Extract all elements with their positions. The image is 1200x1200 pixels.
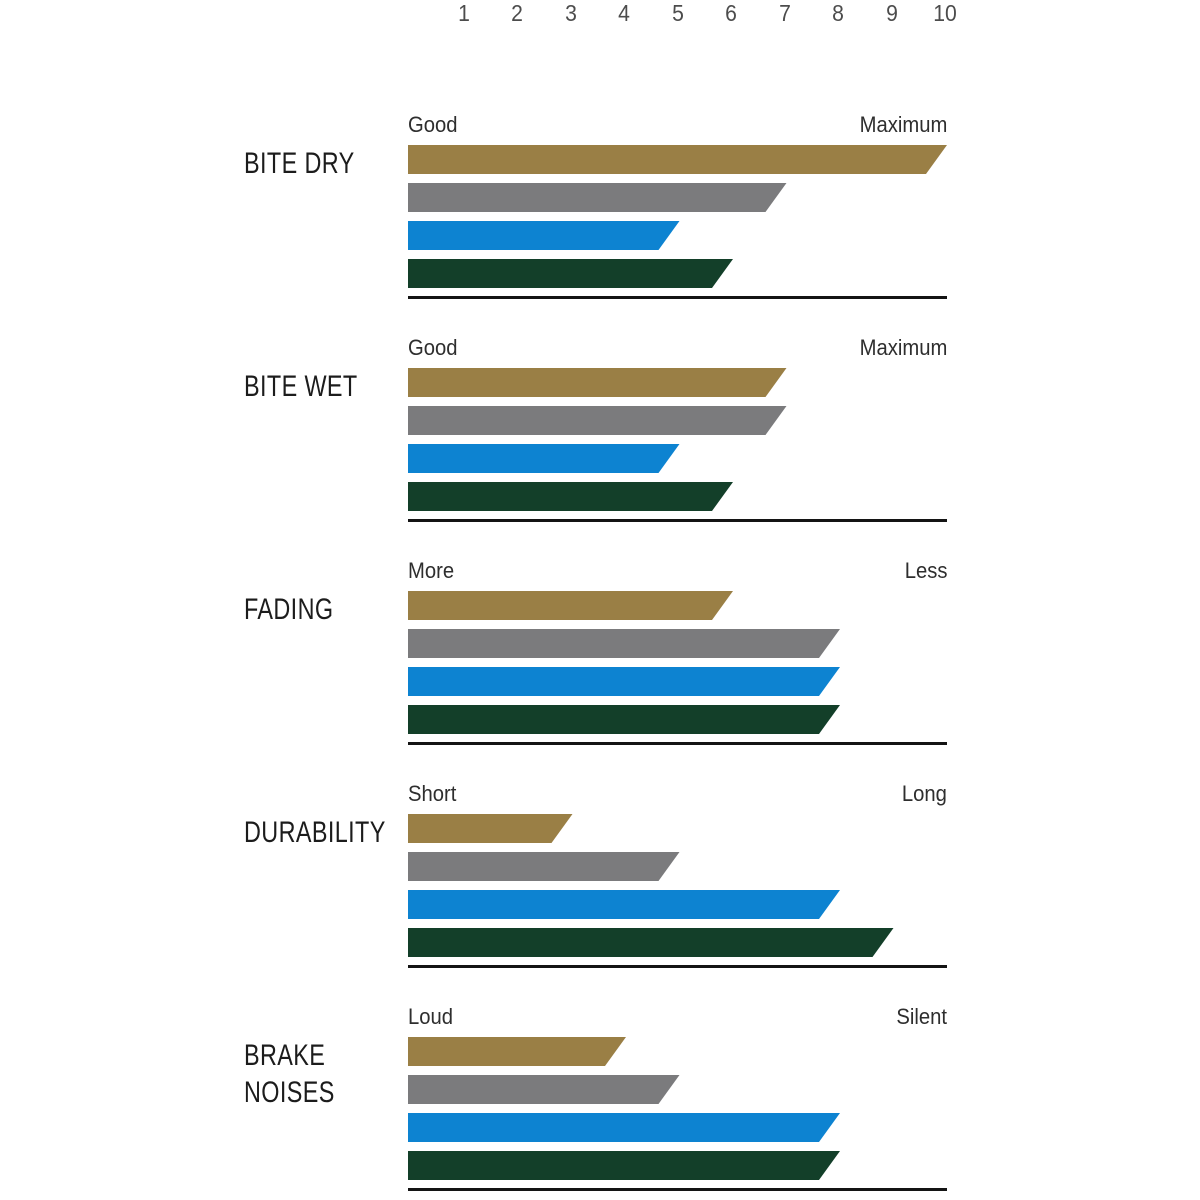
section-title-line: FADING <box>244 593 334 626</box>
scale-right-label: Maximum <box>859 112 947 137</box>
scale-left-label: Short <box>408 781 457 806</box>
section-baseline <box>408 296 947 299</box>
bar-gold-series <box>408 145 947 174</box>
section-baseline <box>408 742 947 745</box>
section-bite-wet: BITE WET Good Maximum <box>0 335 1200 558</box>
bar-blue-series <box>408 444 680 473</box>
bar-blue-series <box>408 667 840 696</box>
scale-left-label: Loud <box>408 1004 454 1029</box>
section-title-line: NOISES <box>244 1076 335 1109</box>
axis-tick: 9 <box>885 0 898 26</box>
axis-tick: 7 <box>778 0 791 26</box>
section-bite-dry: BITE DRY Good Maximum <box>0 112 1200 335</box>
bar-green-series <box>408 1151 840 1180</box>
bar-gray-series <box>408 1075 680 1104</box>
section-title-line: BRAKE <box>244 1039 326 1072</box>
scale-right-label: Less <box>904 558 947 583</box>
section-title-line: BITE DRY <box>244 147 355 180</box>
section-title-line: BITE WET <box>244 370 358 403</box>
section-title: BITE DRY <box>244 145 355 182</box>
bar-gray-series <box>408 629 840 658</box>
section-brake-noises: BRAKE NOISES Loud Silent <box>0 1004 1200 1200</box>
section-durability: DURABILITY Short Long <box>0 781 1200 1004</box>
section-baseline <box>408 1188 947 1191</box>
bar-gold-series <box>408 368 787 397</box>
axis-tick: 2 <box>511 0 523 26</box>
bar-blue-series <box>408 221 680 250</box>
axis-tick: 6 <box>725 0 737 26</box>
axis-tick: 5 <box>671 0 684 26</box>
section-baseline <box>408 965 947 968</box>
bar-gold-series <box>408 814 573 843</box>
section-title: FADING <box>244 591 333 628</box>
bar-blue-series <box>408 890 840 919</box>
bar-green-series <box>408 928 894 957</box>
bar-gold-series <box>408 591 733 620</box>
axis-tick: 4 <box>618 0 630 26</box>
section-baseline <box>408 519 947 522</box>
section-fading: FADING More Less <box>0 558 1200 781</box>
bar-gray-series <box>408 406 787 435</box>
bar-green-series <box>408 705 840 734</box>
axis-tick: 10 <box>933 0 957 26</box>
scale-left-label: Good <box>408 335 458 360</box>
scale-left-label: More <box>408 558 455 583</box>
section-title: BITE WET <box>244 368 358 405</box>
scale-right-label: Maximum <box>859 335 947 360</box>
bar-green-series <box>408 482 733 511</box>
bar-green-series <box>408 259 733 288</box>
section-title-line: DURABILITY <box>244 816 386 849</box>
scale-left-label: Good <box>408 112 458 137</box>
axis-tick: 8 <box>832 0 844 26</box>
bar-gray-series <box>408 183 787 212</box>
axis-tick: 1 <box>457 0 470 26</box>
scale-right-label: Long <box>901 781 947 806</box>
bar-blue-series <box>408 1113 840 1142</box>
bar-gray-series <box>408 852 680 881</box>
section-title: DURABILITY <box>244 814 386 851</box>
scale-right-label: Silent <box>896 1004 947 1029</box>
axis-tick: 3 <box>564 0 577 26</box>
bar-gold-series <box>408 1037 626 1066</box>
section-title: BRAKE NOISES <box>244 1037 335 1111</box>
